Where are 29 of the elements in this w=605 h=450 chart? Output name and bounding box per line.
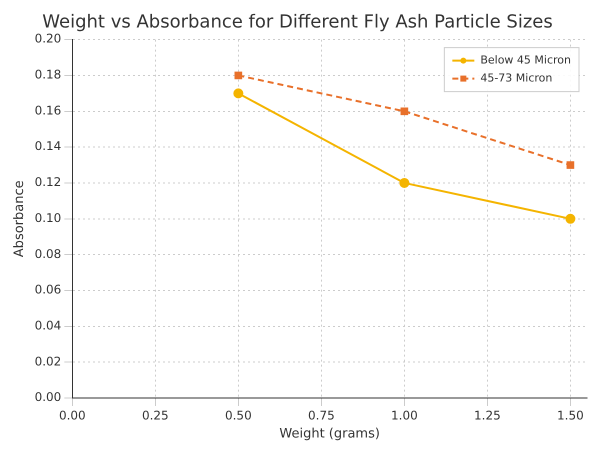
legend-label: 45-73 Micron: [480, 71, 552, 84]
x-tick-label: 1.50: [557, 408, 584, 422]
legend-label: Below 45 Micron: [480, 53, 572, 66]
y-tick-label: 0.04: [34, 318, 62, 332]
y-tick-label: 0.18: [34, 68, 62, 82]
y-tick-label: 0.02: [34, 354, 62, 368]
y-tick-label: 0.00: [34, 390, 62, 404]
y-tick-label: 0.16: [34, 103, 62, 118]
y-tick-label: 0.14: [34, 139, 62, 154]
x-tick-label: 0.50: [224, 408, 252, 422]
x-tick-label: 1.25: [474, 408, 501, 422]
y-tick-label: 0.08: [34, 246, 62, 261]
y-tick-label: 0.10: [34, 210, 62, 225]
point: [566, 161, 574, 169]
y-axis-title: Absorbance: [12, 180, 28, 258]
y-tick-label: 0.12: [34, 175, 62, 190]
point: [400, 107, 408, 116]
x-axis-title: Weight (grams): [279, 426, 380, 442]
y-tick-label: 0.20: [34, 32, 62, 46]
x-tick-label: 0.25: [142, 408, 169, 422]
point: [233, 88, 244, 98]
x-tick-label: 0.75: [308, 408, 335, 422]
point: [399, 178, 410, 188]
x-tick-label: 0.00: [58, 408, 86, 422]
point: [234, 72, 242, 80]
chart-title: Weight vs Absorbance for Different Fly Ash Particle Sizes: [42, 11, 553, 32]
y-tick-label: 0.06: [34, 282, 62, 297]
point: [565, 214, 576, 224]
x-tick-label: 1.00: [391, 408, 418, 422]
